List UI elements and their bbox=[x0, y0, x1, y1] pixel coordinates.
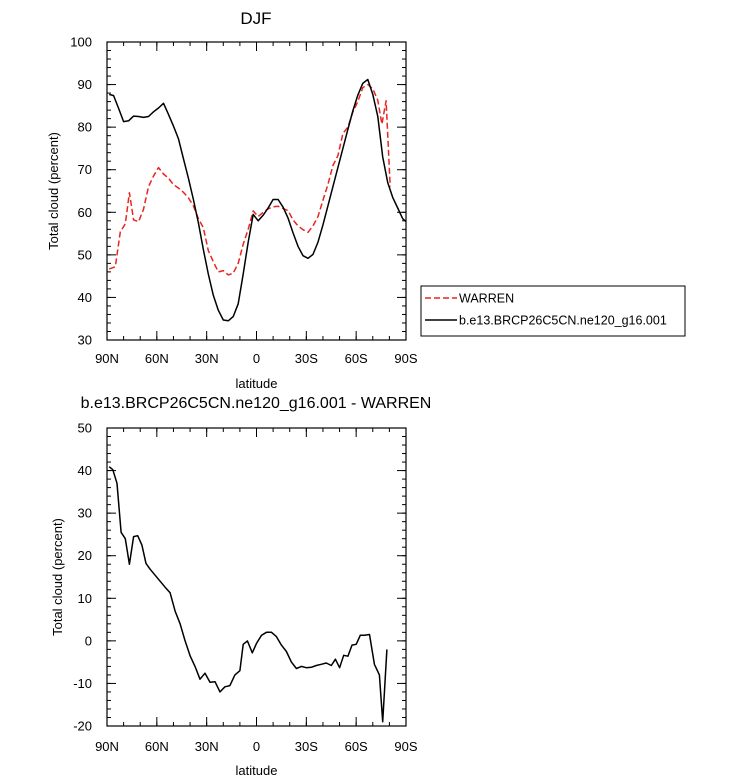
plot-frame bbox=[106, 41, 407, 341]
series-line-1 bbox=[108, 466, 388, 723]
legend-label-1: WARREN bbox=[459, 292, 514, 306]
x-tick-label: 0 bbox=[253, 739, 260, 754]
x-axis-label: latitude bbox=[236, 763, 278, 778]
x-tick-label: 30S bbox=[295, 739, 318, 754]
y-tick-label: 70 bbox=[78, 162, 92, 177]
y-tick-label: -20 bbox=[73, 719, 92, 734]
y-tick-label: 90 bbox=[78, 77, 92, 92]
x-tick-label: 90S bbox=[394, 351, 417, 366]
legend: WARREN b.e13.BRCP26C5CN.ne120_g16.001 bbox=[420, 285, 686, 337]
y-tick-label: 60 bbox=[78, 205, 92, 220]
x-tick-label: 30S bbox=[295, 351, 318, 366]
y-tick-label: -10 bbox=[73, 676, 92, 691]
x-tick-label: 90N bbox=[95, 351, 119, 366]
x-tick-label: 30N bbox=[195, 739, 219, 754]
plot-frame bbox=[106, 427, 407, 727]
minor-ticks bbox=[106, 427, 407, 727]
y-tick-label: 50 bbox=[78, 247, 92, 262]
x-tick-label: 60S bbox=[345, 739, 368, 754]
chart-title: DJF bbox=[240, 9, 271, 28]
x-tick-label: 60N bbox=[145, 351, 169, 366]
x-tick-label: 90N bbox=[95, 739, 119, 754]
plot-series bbox=[108, 78, 406, 322]
plot-series bbox=[108, 466, 388, 723]
series-line-2 bbox=[109, 78, 406, 322]
x-tick-label: 60S bbox=[345, 351, 368, 366]
y-tick-label: 40 bbox=[78, 290, 92, 305]
chart-1: DJF 90N 60N 30N 0 30S 60S 90S 30 40 50 60 70 80 90 100 l… bbox=[46, 9, 686, 391]
x-axis-label: latitude bbox=[236, 376, 278, 391]
x-tick-label: 0 bbox=[253, 351, 260, 366]
x-tick-label: 90S bbox=[394, 739, 417, 754]
y-axis-label: Total cloud (percent) bbox=[50, 518, 65, 636]
legend-label-2: b.e13.BRCP26C5CN.ne120_g16.001 bbox=[459, 314, 667, 328]
x-tick-label: 60N bbox=[145, 739, 169, 754]
series-line-1 bbox=[108, 83, 391, 276]
y-tick-label: 40 bbox=[78, 463, 92, 478]
legend-box bbox=[420, 285, 686, 337]
y-tick-label: 80 bbox=[78, 120, 92, 135]
y-tick-label: 0 bbox=[85, 633, 92, 648]
y-axis-label: Total cloud (percent) bbox=[46, 132, 61, 250]
y-tick-label: 20 bbox=[78, 548, 92, 563]
y-tick-label: 30 bbox=[78, 333, 92, 348]
y-tick-label: 50 bbox=[78, 421, 92, 436]
x-tick-label: 30N bbox=[195, 351, 219, 366]
chart-2: b.e13.BRCP26C5CN.ne120_g16.001 - WARREN 9… bbox=[50, 395, 431, 778]
y-tick-label: 10 bbox=[78, 591, 92, 606]
y-tick-label: 100 bbox=[70, 35, 92, 50]
chart-title: b.e13.BRCP26C5CN.ne120_g16.001 - WARREN bbox=[81, 395, 432, 412]
y-tick-label: 30 bbox=[78, 506, 92, 521]
